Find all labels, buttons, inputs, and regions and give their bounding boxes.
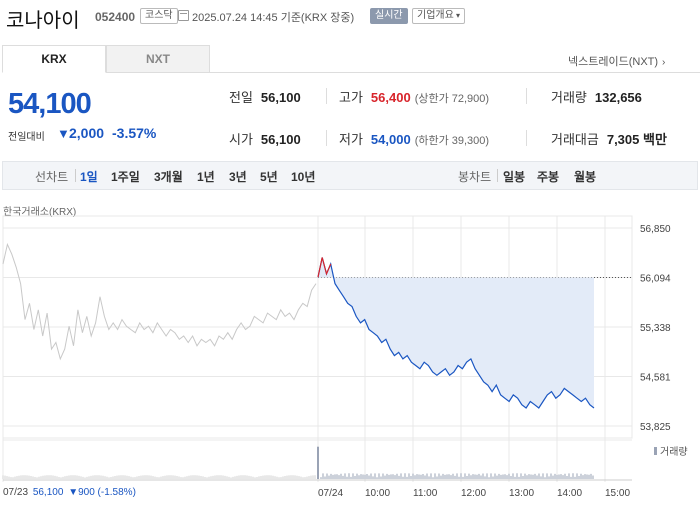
x-tick-label: 15:00 bbox=[605, 488, 630, 499]
divider bbox=[526, 130, 527, 146]
divider bbox=[526, 88, 527, 104]
prev-day-change: ▼900 (-1.58%) bbox=[68, 487, 136, 498]
stock-code: 052400 bbox=[95, 10, 136, 24]
y-tick-label: 53,825 bbox=[640, 422, 671, 433]
x-tick-label: 12:00 bbox=[461, 488, 486, 499]
period-1w[interactable]: 1주일 bbox=[111, 170, 140, 184]
divider bbox=[75, 169, 76, 182]
series-area-today bbox=[318, 257, 594, 408]
stat-value: 7,305 백만 bbox=[606, 132, 667, 147]
prev-day-price: 56,100 bbox=[32, 487, 64, 498]
series-line-today bbox=[317, 257, 595, 409]
stat-trade-value: 거래대금 7,305 백만 bbox=[551, 129, 667, 148]
volume-legend: 거래량 bbox=[654, 443, 688, 458]
stat-prev-close: 전일 56,100 bbox=[229, 87, 301, 106]
lower-limit: (하한가 39,300) bbox=[414, 135, 490, 147]
stat-value: 56,100 bbox=[260, 132, 301, 147]
change-amount: 2,000 bbox=[69, 125, 105, 141]
period-daily[interactable]: 일봉 bbox=[503, 170, 526, 184]
y-tick-label: 54,581 bbox=[640, 373, 671, 384]
nxt-link[interactable]: 넥스트레이드(NXT) › bbox=[568, 53, 665, 69]
tab-divider bbox=[210, 72, 700, 73]
nxt-link-label: 넥스트레이드(NXT) bbox=[568, 56, 659, 68]
change-label: 전일대비 bbox=[8, 132, 45, 143]
divider bbox=[326, 88, 327, 104]
x-tick-label: 07/24 bbox=[318, 488, 343, 499]
company-info-label: 기업개요 bbox=[417, 10, 454, 21]
y-tick-label: 55,338 bbox=[640, 323, 671, 334]
market-badge: 코스닥 bbox=[140, 8, 178, 24]
period-5y[interactable]: 5년 bbox=[260, 170, 278, 184]
stat-label: 시가 bbox=[229, 132, 253, 147]
line-chart-label: 선차트 bbox=[35, 170, 69, 184]
chevron-down-icon: ▾ bbox=[453, 11, 461, 20]
down-triangle-icon: ▼ bbox=[57, 126, 70, 141]
prev-day-date: 07/23 bbox=[3, 487, 29, 498]
period-10y[interactable]: 10년 bbox=[291, 170, 316, 184]
x-tick-label: 13:00 bbox=[509, 488, 534, 499]
stat-high: 고가 56,400 (상한가 72,900) bbox=[339, 87, 489, 106]
divider bbox=[326, 130, 327, 146]
stat-low: 저가 54,000 (하한가 39,300) bbox=[339, 129, 489, 148]
stat-volume: 거래량 132,656 bbox=[551, 87, 642, 106]
y-tick-label: 56,094 bbox=[640, 273, 671, 284]
stat-value: 56,400 bbox=[370, 90, 411, 105]
stat-value: 56,100 bbox=[260, 90, 301, 105]
y-tick-label: 56,850 bbox=[640, 224, 671, 235]
stat-label: 저가 bbox=[339, 132, 363, 147]
quote-datetime: 2025.07.24 14:45 기준(KRX 장중) bbox=[192, 12, 355, 24]
upper-limit: (상한가 72,900) bbox=[414, 93, 490, 105]
period-toolbar: 선차트 1일 1주일 3개월 1년 3년 5년 10년 봉차트 일봉 주봉 월봉 bbox=[2, 161, 698, 190]
series-line-today-up bbox=[317, 257, 332, 278]
tab-nxt[interactable]: NXT bbox=[106, 45, 210, 73]
volume-legend-label: 거래량 bbox=[660, 447, 688, 458]
chevron-right-icon: › bbox=[662, 57, 666, 68]
stat-value: 132,656 bbox=[594, 90, 642, 105]
candle-chart-label: 봉차트 bbox=[458, 170, 492, 184]
x-tick-label: 10:00 bbox=[365, 488, 390, 499]
stat-open: 시가 56,100 bbox=[229, 129, 301, 148]
stock-name: 코나아이 bbox=[6, 10, 80, 32]
stock-header: 코나아이 052400 코스닥 2025.07.24 14:45 기준(KRX … bbox=[0, 0, 700, 34]
stat-label: 거래대금 bbox=[551, 132, 599, 147]
tab-krx[interactable]: KRX bbox=[2, 45, 106, 73]
period-3m[interactable]: 3개월 bbox=[154, 170, 183, 184]
realtime-button[interactable]: 실시간 bbox=[370, 8, 408, 24]
period-1y[interactable]: 1년 bbox=[197, 170, 215, 184]
period-3y[interactable]: 3년 bbox=[229, 170, 247, 184]
exchange-tabs: KRX NXT bbox=[2, 45, 210, 73]
exchange-label: 한국거래소(KRX) bbox=[3, 207, 77, 218]
series-line-prev-day bbox=[2, 242, 317, 361]
change-percent: -3.57% bbox=[112, 125, 157, 141]
stat-label: 전일 bbox=[229, 90, 253, 105]
prev-day-info: 07/23 56,100 ▼900 (-1.58%) bbox=[3, 487, 136, 498]
current-price: 54,100 bbox=[8, 88, 92, 120]
period-monthly[interactable]: 월봉 bbox=[574, 170, 597, 184]
x-tick-label: 14:00 bbox=[557, 488, 582, 499]
company-info-button[interactable]: 기업개요 ▾ bbox=[412, 8, 466, 24]
stat-value: 54,000 bbox=[370, 132, 411, 147]
period-weekly[interactable]: 주봉 bbox=[537, 170, 560, 184]
stat-label: 거래량 bbox=[551, 90, 587, 105]
period-1d[interactable]: 1일 bbox=[80, 170, 98, 184]
stat-label: 고가 bbox=[339, 90, 363, 105]
calendar-icon bbox=[178, 10, 189, 21]
volume-legend-swatch bbox=[654, 447, 657, 455]
divider bbox=[497, 169, 498, 182]
x-tick-label: 11:00 bbox=[413, 488, 438, 499]
